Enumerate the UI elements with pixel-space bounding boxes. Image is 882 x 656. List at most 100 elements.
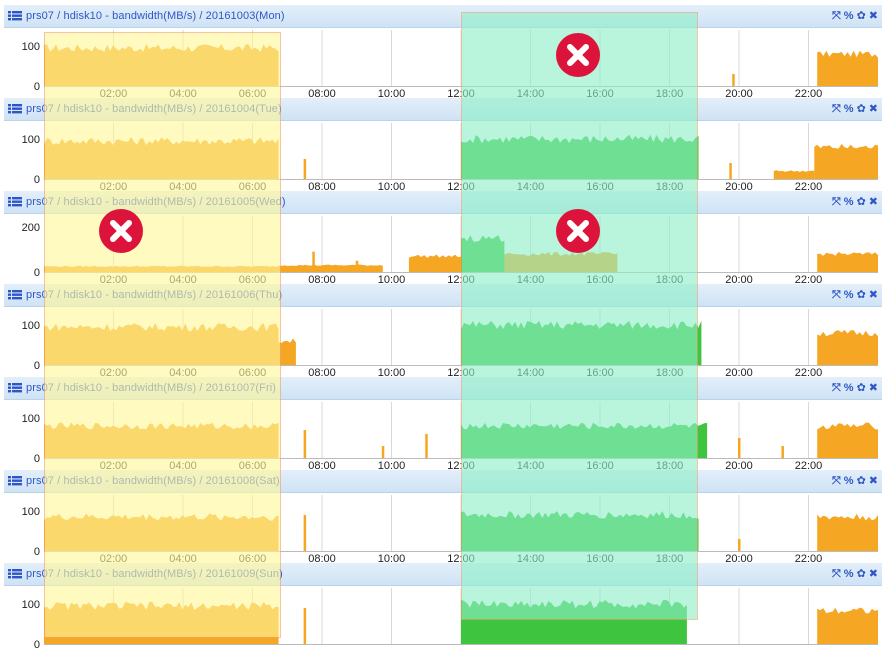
link-icon[interactable]: % (843, 475, 854, 487)
x-tick-label: 14:00 (517, 88, 545, 98)
paw-icon[interactable]: ✿ (856, 475, 866, 487)
close-icon[interactable]: ✖ (868, 103, 878, 115)
bar-list-icon (8, 569, 22, 579)
chart-panel: prs07 / hdisk10 - bandwidth(MB/s) / 2016… (4, 563, 882, 656)
series-area-orange (817, 513, 878, 551)
series-area-orange (44, 43, 279, 86)
series-area-green (461, 320, 702, 365)
series-spike-orange (312, 251, 315, 272)
x-tick-label: 08:00 (308, 274, 336, 284)
x-tick-label: 06:00 (239, 460, 267, 470)
x-tick-label: 18:00 (656, 553, 684, 563)
series-spike-orange (732, 74, 735, 86)
panel-header: prs07 / hdisk10 - bandwidth(MB/s) / 2016… (4, 470, 882, 493)
x-tick-label: 22:00 (795, 274, 823, 284)
paw-icon[interactable]: ✿ (856, 10, 866, 22)
series-spike-orange (729, 163, 732, 179)
expand-icon[interactable]: ⤧ (831, 289, 841, 301)
series-spike-orange (303, 159, 307, 179)
expand-icon[interactable]: ⤧ (831, 382, 841, 394)
chart-panel: prs07 / hdisk10 - bandwidth(MB/s) / 2016… (4, 377, 882, 470)
series-spike-orange (738, 539, 741, 551)
link-icon[interactable]: % (843, 382, 854, 394)
close-icon[interactable]: ✖ (868, 10, 878, 22)
close-icon[interactable]: ✖ (868, 289, 878, 301)
close-icon[interactable]: ✖ (868, 568, 878, 580)
series-area-green (461, 511, 699, 551)
close-icon[interactable]: ✖ (868, 475, 878, 487)
series-area-green (461, 134, 699, 179)
x-tick-label: 12:00 (447, 181, 475, 191)
x-tick-label: 06:00 (239, 88, 267, 98)
x-tick-label: 14:00 (517, 181, 545, 191)
panel-toolbar: ⤧% ✿ ✖ (829, 377, 878, 399)
chart-panel: prs07 / hdisk10 - bandwidth(MB/s) / 2016… (4, 98, 882, 191)
x-tick-label: 18:00 (656, 181, 684, 191)
link-icon[interactable]: % (843, 103, 854, 115)
x-tick-label: 22:00 (795, 553, 823, 563)
panel-plot: 0 100 02:00 04:00 06:00 08:00 10:00 12:00 14:00 1… (22, 123, 878, 191)
panel-plot: 0 100 02:00 04:00 06:00 08:00 10:00 12:00 14:00 1… (22, 402, 878, 470)
x-tick-label: 02:00 (100, 88, 128, 98)
paw-icon[interactable]: ✿ (856, 103, 866, 115)
x-tick-label: 08:00 (308, 553, 336, 563)
panel-toolbar: ⤧% ✿ ✖ (829, 191, 878, 213)
panel-title: prs07 / hdisk10 - bandwidth(MB/s) / 2016… (26, 289, 283, 301)
series-spike-orange (303, 515, 307, 551)
series-area-orange (44, 422, 279, 458)
x-tick-label: 20:00 (725, 367, 753, 377)
paw-icon[interactable]: ✿ (856, 289, 866, 301)
panel-toolbar: ⤧% ✿ ✖ (829, 98, 878, 120)
x-tick-label: 22:00 (795, 460, 823, 470)
paw-icon[interactable]: ✿ (856, 382, 866, 394)
y-tick-label: 100 (22, 320, 40, 332)
paw-icon[interactable]: ✿ (856, 568, 866, 580)
series-area-orange (814, 143, 878, 179)
x-tick-label: 02:00 (100, 367, 128, 377)
close-icon[interactable]: ✖ (868, 382, 878, 394)
link-icon[interactable]: % (843, 10, 854, 22)
expand-icon[interactable]: ⤧ (831, 10, 841, 22)
x-tick-label: 22:00 (795, 367, 823, 377)
x-tick-label: 16:00 (586, 367, 614, 377)
x-tick-label: 16:00 (586, 460, 614, 470)
series-area-orange (817, 251, 878, 272)
y-tick-label: 100 (22, 41, 40, 53)
panel-title: prs07 / hdisk10 - bandwidth(MB/s) / 2016… (26, 382, 277, 394)
bar-list-icon (8, 476, 22, 486)
x-tick-label: 22:00 (795, 181, 823, 191)
expand-icon[interactable]: ⤧ (831, 103, 841, 115)
link-icon[interactable]: % (843, 289, 854, 301)
panel-header: prs07 / hdisk10 - bandwidth(MB/s) / 2016… (4, 563, 882, 586)
panel-title: prs07 / hdisk10 - bandwidth(MB/s) / 2016… (26, 568, 283, 580)
x-tick-label: 12:00 (447, 367, 475, 377)
expand-icon[interactable]: ⤧ (831, 475, 841, 487)
series-area-orange (817, 330, 878, 365)
x-tick-label: 18:00 (656, 367, 684, 377)
expand-icon[interactable]: ⤧ (831, 196, 841, 208)
panel-header: prs07 / hdisk10 - bandwidth(MB/s) / 2016… (4, 98, 882, 121)
expand-icon[interactable]: ⤧ (831, 568, 841, 580)
x-tick-label: 04:00 (169, 274, 197, 284)
x-tick-label: 02:00 (100, 181, 128, 191)
bar-list-icon (8, 383, 22, 393)
y-tick-label: 0 (34, 174, 40, 186)
x-tick-label: 16:00 (586, 553, 614, 563)
x-tick-label: 04:00 (169, 460, 197, 470)
x-tick-label: 14:00 (517, 553, 545, 563)
paw-icon[interactable]: ✿ (856, 196, 866, 208)
y-tick-label: 200 (22, 222, 40, 234)
close-icon[interactable]: ✖ (868, 196, 878, 208)
panel-title: prs07 / hdisk10 - bandwidth(MB/s) / 2016… (26, 196, 286, 208)
y-tick-label: 0 (34, 453, 40, 465)
y-tick-label: 100 (22, 413, 40, 425)
x-tick-label: 12:00 (447, 460, 475, 470)
x-tick-label: 16:00 (586, 274, 614, 284)
link-icon[interactable]: % (843, 568, 854, 580)
x-tick-label: 02:00 (100, 460, 128, 470)
link-icon[interactable]: % (843, 196, 854, 208)
x-tick-label: 20:00 (725, 274, 753, 284)
panel-toolbar: ⤧% ✿ ✖ (829, 563, 878, 585)
y-tick-label: 0 (34, 267, 40, 279)
red-x-mark-icon (556, 33, 601, 77)
